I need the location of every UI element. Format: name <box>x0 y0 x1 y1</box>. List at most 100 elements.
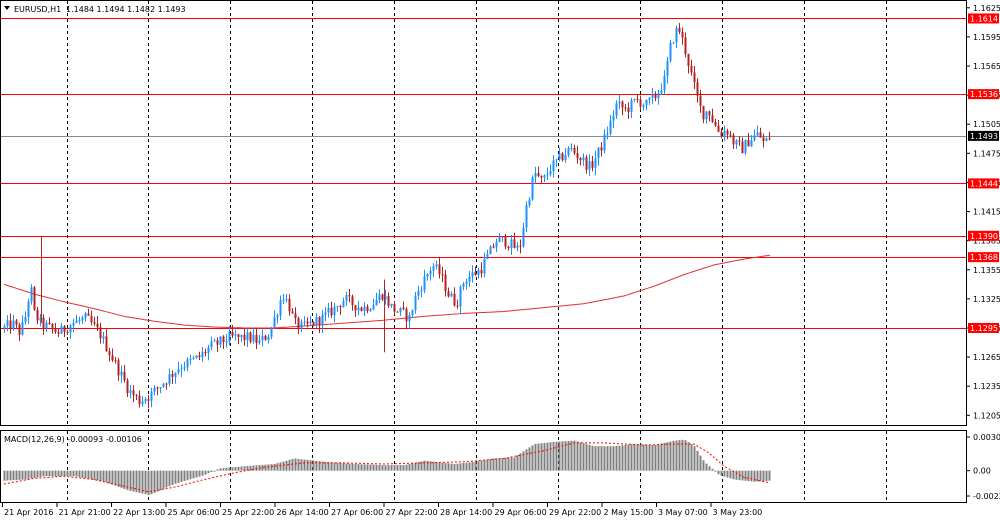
macd-bar <box>510 457 513 471</box>
level-price-box <box>968 13 999 24</box>
macd-bar <box>480 460 483 471</box>
dropdown-triangle-icon[interactable] <box>4 6 10 10</box>
candle-body <box>711 115 714 122</box>
candle-body <box>291 311 294 314</box>
candle-body <box>366 306 369 312</box>
macd-bar <box>216 469 219 471</box>
candle-body <box>18 324 21 335</box>
candle-body <box>87 313 90 316</box>
candle-body <box>354 305 357 311</box>
macd-bar <box>444 463 447 471</box>
candle-body <box>513 239 516 248</box>
macd-bar <box>375 464 378 471</box>
price-tick-label: 1.1325 <box>973 295 1000 304</box>
macd-bar <box>138 470 141 493</box>
candle-body <box>558 153 561 160</box>
current-price-label: 1.1493 <box>970 132 998 141</box>
macd-bar <box>567 441 570 471</box>
chart-header[interactable]: EURUSD,H1 1.1484 1.1494 1.1482 1.1493 <box>4 5 186 14</box>
macd-bar <box>756 470 759 482</box>
macd-bar <box>681 439 684 471</box>
macd-bar <box>741 470 744 481</box>
macd-bar <box>225 467 228 471</box>
macd-bar <box>426 461 429 471</box>
candle-body <box>498 237 501 243</box>
grid <box>67 1 887 502</box>
macd-bar <box>744 470 747 481</box>
candle-body <box>546 174 549 176</box>
candle-body <box>723 130 726 137</box>
time-tick-label: 27 Apr 06:00 <box>331 508 383 517</box>
candle-body <box>540 176 543 178</box>
macd-bar <box>648 444 651 471</box>
macd-bar <box>399 465 402 471</box>
time-tick-label: 28 Apr 14:00 <box>440 508 492 517</box>
horizontal-levels <box>1 18 966 329</box>
candle-body <box>405 309 408 322</box>
macd-bar <box>129 470 132 491</box>
macd-bar <box>759 470 762 482</box>
candle-body <box>486 254 489 259</box>
candle-body <box>408 314 411 322</box>
candle-body <box>318 317 321 326</box>
macd-bar <box>735 470 738 480</box>
macd-bar <box>285 460 288 471</box>
macd-tick-label: 0.00303 <box>973 433 1000 442</box>
candle-body <box>3 326 6 328</box>
macd-bar <box>72 470 75 477</box>
macd-bar <box>39 470 42 477</box>
macd-bar <box>240 466 243 471</box>
macd-bar <box>333 462 336 471</box>
macd-bar <box>357 464 360 471</box>
macd-bar <box>663 442 666 471</box>
candle-body <box>528 199 531 206</box>
macd-bar <box>573 440 576 471</box>
macd-bar <box>267 464 270 471</box>
candle-body <box>180 368 183 370</box>
candle-body <box>369 309 372 312</box>
candle-body <box>315 317 318 326</box>
candle-body <box>756 132 759 136</box>
macd-bar <box>603 446 606 471</box>
candle-body <box>138 395 141 405</box>
macd-bar <box>552 441 555 471</box>
macd-bar <box>690 444 693 471</box>
candle-body <box>705 111 708 120</box>
candle-body <box>654 93 657 99</box>
price-tick-label: 1.1505 <box>973 120 1000 129</box>
candle-body <box>225 341 228 343</box>
macd-bar <box>417 462 420 471</box>
candle-body <box>762 137 765 141</box>
candle-body <box>570 147 573 149</box>
macd-bar <box>516 455 519 471</box>
macd-bar <box>453 464 456 471</box>
macd-bar <box>75 470 78 477</box>
macd-bar <box>402 465 405 471</box>
macd-bar <box>750 470 753 482</box>
macd-bar <box>621 445 624 471</box>
macd-bar <box>315 460 318 471</box>
candle-body <box>429 270 432 275</box>
candle-body <box>588 161 591 170</box>
level-price-label: 1.1295 <box>970 324 998 333</box>
macd-bar <box>153 470 156 493</box>
candle-body <box>402 307 405 310</box>
candle-body <box>342 300 345 308</box>
candle-body <box>6 320 9 327</box>
macd-bar <box>123 470 126 489</box>
candle-body <box>636 99 639 101</box>
macd-bar <box>33 470 36 478</box>
candle-body <box>552 160 555 172</box>
candle-body <box>729 134 732 136</box>
candle-body <box>687 53 690 66</box>
candle-body <box>30 287 33 302</box>
ohlc-readout: 1.1484 1.1494 1.1482 1.1493 <box>66 5 186 14</box>
candle-body <box>219 336 222 345</box>
candle-body <box>294 313 297 319</box>
macd-bar <box>498 458 501 471</box>
macd-bar <box>471 462 474 471</box>
macd-bar <box>630 444 633 471</box>
candle-body <box>465 281 468 284</box>
level-price-box <box>968 322 999 333</box>
macd-bar <box>600 446 603 471</box>
